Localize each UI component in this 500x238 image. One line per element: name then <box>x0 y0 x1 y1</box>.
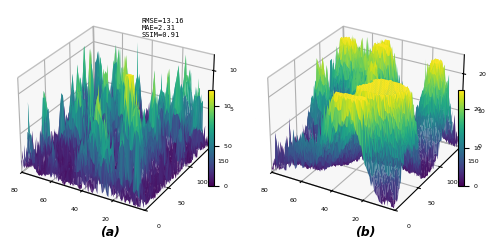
Text: RMSE=13.16
MAE=2.31
SSIM=0.91: RMSE=13.16 MAE=2.31 SSIM=0.91 <box>142 18 184 38</box>
Text: (b): (b) <box>355 226 375 238</box>
Text: (a): (a) <box>100 226 120 238</box>
